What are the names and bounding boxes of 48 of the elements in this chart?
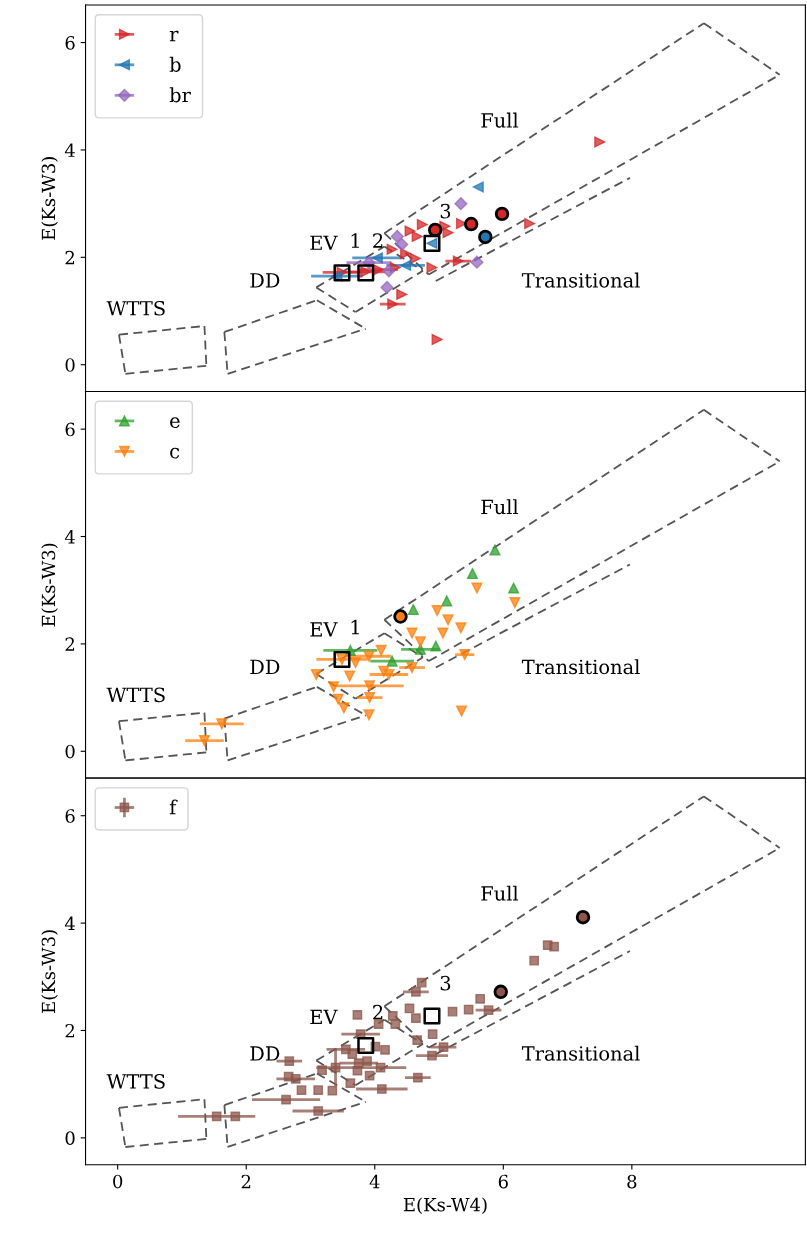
x-axis-title: E(Ks-W4) [403, 1197, 487, 1214]
y-tick-label: 6 [65, 422, 75, 437]
annotation: 1 [351, 619, 359, 635]
annotation: Transitional [521, 659, 640, 675]
annotation: EV [310, 235, 338, 250]
legend-label: r [169, 30, 179, 42]
y-tick-label: 2 [65, 250, 75, 265]
legend-label: e [170, 417, 180, 428]
y-tick-label: 6 [65, 809, 75, 823]
legend-label: c [170, 447, 180, 459]
y-tick-label: 0 [65, 744, 75, 759]
annotation: Full [481, 885, 519, 901]
annotation: WTTS [106, 1074, 165, 1089]
x-tick-label: 0 [113, 1174, 123, 1189]
annotation: DD [250, 659, 280, 674]
x-tick-label: 4 [369, 1174, 380, 1189]
annotation: 1 [351, 233, 359, 248]
y-tick-label: 0 [65, 1131, 75, 1145]
annotation: WTTS [106, 687, 165, 703]
annotation: Transitional [521, 1045, 640, 1061]
y-tick-label: 4 [64, 916, 75, 930]
annotation: EV [310, 622, 338, 637]
legend-label: f [169, 799, 178, 815]
x-tick-label: 2 [241, 1174, 251, 1189]
y-axis-title: E(Ks-W3) [41, 543, 58, 627]
annotation: 3 [440, 203, 451, 219]
annotation: 3 [440, 975, 451, 991]
annotation: Transitional [521, 272, 640, 288]
x-tick-label: 6 [498, 1174, 508, 1189]
annotation: DD [250, 1046, 280, 1061]
x-tick-label: 8 [627, 1174, 637, 1189]
annotation: DD [250, 273, 280, 288]
y-tick-label: 4 [64, 143, 75, 157]
annotation: EV [310, 1009, 338, 1025]
y-tick-label: 2 [65, 1023, 75, 1038]
y-tick-label: 2 [65, 637, 75, 651]
y-tick-label: 0 [65, 358, 75, 372]
y-axis-title: E(Ks-W3) [41, 157, 58, 240]
y-axis-title: E(Ks-W3) [41, 930, 58, 1014]
legend-label: br [169, 87, 191, 103]
y-tick-label: 4 [64, 529, 75, 544]
annotation: WTTS [106, 300, 165, 316]
legend-label: b [169, 56, 181, 72]
y-tick-label: 6 [65, 36, 75, 50]
annotation: 2 [373, 1004, 383, 1020]
annotation: Full [481, 112, 519, 128]
annotation: 2 [373, 233, 383, 248]
annotation: Full [481, 499, 519, 515]
